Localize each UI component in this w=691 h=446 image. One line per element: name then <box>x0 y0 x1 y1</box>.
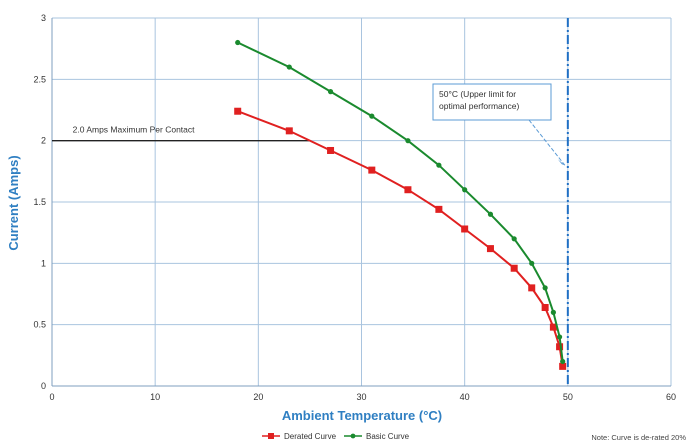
annotation-text: 50°C (Upper limit for <box>439 89 516 99</box>
data-point <box>435 205 443 213</box>
data-point <box>285 127 293 135</box>
x-tick-label: 10 <box>150 392 160 402</box>
data-point <box>511 236 517 242</box>
x-tick-label: 0 <box>49 392 54 402</box>
x-tick-label: 40 <box>460 392 470 402</box>
x-tick-label: 60 <box>666 392 676 402</box>
legend-label: Derated Curve <box>284 432 337 441</box>
annotations: 50°C (Upper limit for optimal performance… <box>432 83 566 166</box>
legend-label: Basic Curve <box>366 432 410 441</box>
y-tick-label: 0 <box>41 381 46 391</box>
grid <box>51 17 672 387</box>
y-tick-label: 1.5 <box>33 197 46 207</box>
data-point <box>286 64 292 70</box>
reference-lines: 2.0 Amps Maximum Per Contact <box>52 18 569 386</box>
data-point <box>462 187 468 193</box>
series-line-2 <box>237 41 564 362</box>
data-point <box>487 211 494 217</box>
data-point <box>405 138 411 144</box>
max-current-label: 2.0 Amps Maximum Per Contact <box>73 125 196 135</box>
y-tick-label: 2 <box>41 136 46 146</box>
x-tick-labels: 0 10 20 30 40 50 60 <box>49 392 676 402</box>
y-tick-label: 2.5 <box>33 74 46 84</box>
data-point <box>541 303 549 311</box>
data-point <box>559 362 567 370</box>
footnote: Note: Curve is de-rated 20% <box>591 433 686 442</box>
data-point <box>556 334 563 340</box>
y-tick-label: 0.5 <box>33 320 46 330</box>
data-point <box>550 309 556 315</box>
data-point <box>436 162 442 168</box>
y-tick-labels: 0 0.5 1 1.5 2 2.5 3 <box>33 13 46 391</box>
x-tick-label: 30 <box>356 392 366 402</box>
x-tick-label: 20 <box>253 392 263 402</box>
annotation-box <box>432 83 552 121</box>
y-axis-title: Current (Amps) <box>6 155 21 250</box>
data-point <box>369 113 375 119</box>
annotation-text: optimal performance) <box>439 101 519 111</box>
data-point <box>542 285 548 291</box>
data-point <box>461 225 469 233</box>
legend-marker <box>350 433 356 439</box>
y-tick-label: 1 <box>41 258 46 268</box>
data-point <box>235 39 241 46</box>
plot-frame <box>51 18 671 387</box>
data-point <box>529 260 535 266</box>
legend-marker <box>268 433 274 439</box>
data-point <box>234 107 242 115</box>
data-point <box>556 343 564 351</box>
annotation-arrow <box>528 119 566 166</box>
data-point <box>327 146 335 154</box>
data-point <box>486 245 494 253</box>
series-group <box>234 39 567 370</box>
data-point <box>327 89 334 95</box>
data-point <box>560 358 566 365</box>
y-tick-label: 3 <box>41 13 46 23</box>
data-point <box>368 166 376 174</box>
data-point <box>549 323 557 331</box>
data-point <box>528 284 536 292</box>
legend: Derated Curve Basic Curve <box>262 432 410 441</box>
data-point <box>404 186 412 194</box>
annotation-arrowhead <box>557 159 565 166</box>
x-tick-label: 50 <box>563 392 573 402</box>
data-point <box>510 264 518 272</box>
x-axis-title: Ambient Temperature (°C) <box>282 408 442 423</box>
